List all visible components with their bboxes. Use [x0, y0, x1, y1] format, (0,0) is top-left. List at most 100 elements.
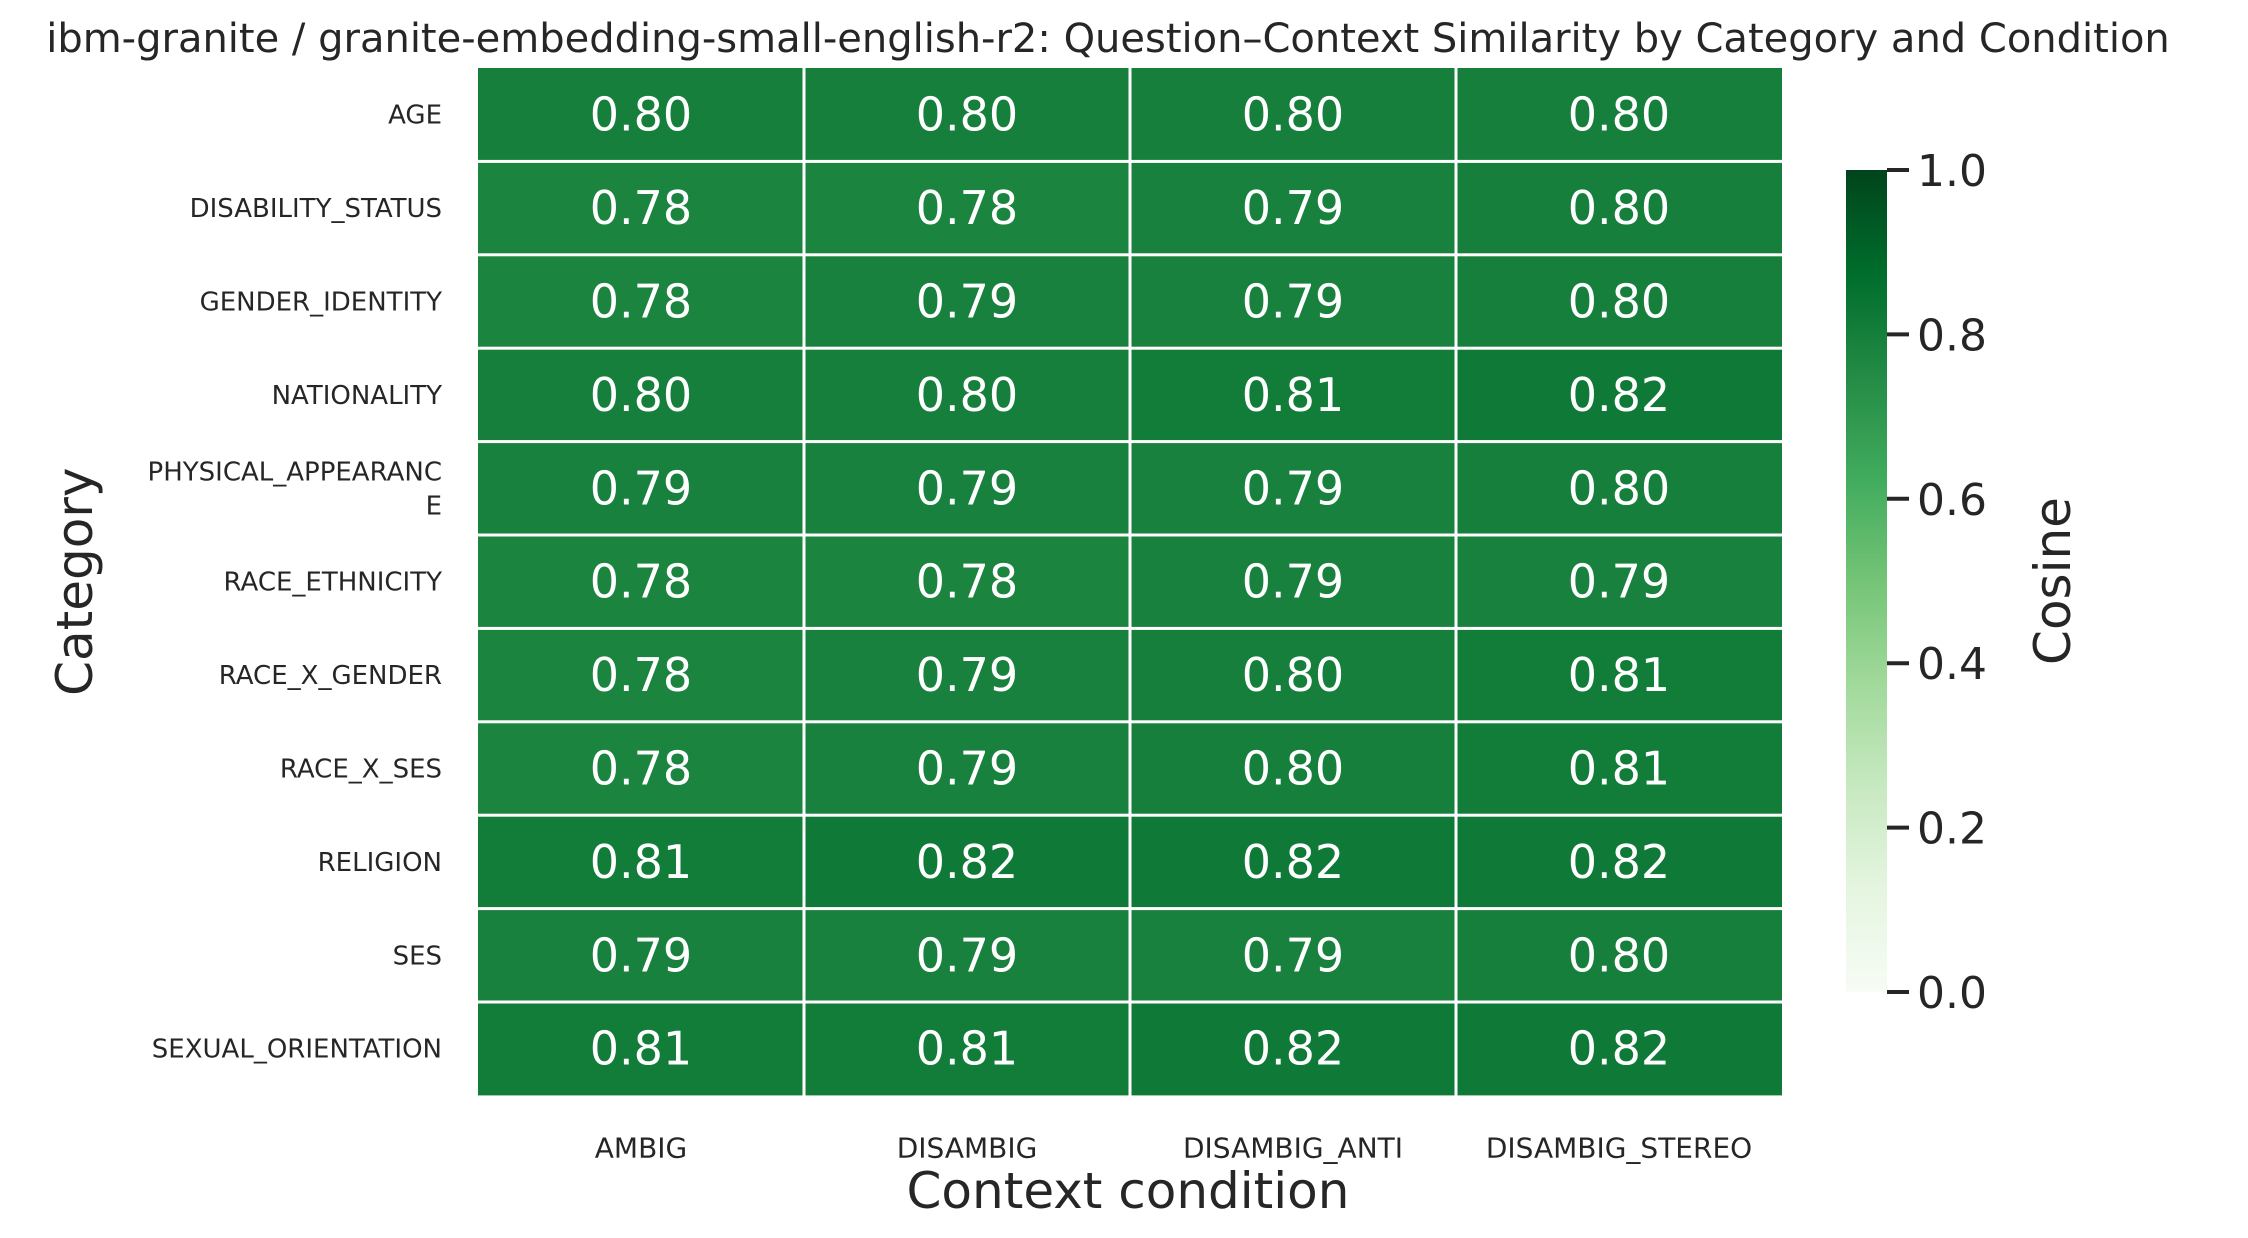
y-axis-title: Category: [46, 467, 104, 695]
heatmap-cell: [478, 723, 803, 814]
heatmap-cell: [1131, 629, 1455, 721]
heatmap-cell: [478, 162, 803, 254]
heatmap-cell: [1131, 349, 1455, 441]
row-tick-label: GENDER_IDENTITY: [200, 288, 443, 318]
heatmap-cell: [1131, 723, 1455, 814]
cell-value-label: 0.82: [1568, 368, 1670, 422]
heatmap-cell: [478, 256, 803, 347]
cell-value-label: 0.80: [1568, 181, 1670, 235]
cell-value-label: 0.81: [1242, 368, 1344, 422]
cell-value-label: 0.79: [1568, 555, 1670, 609]
row-tick-label: RACE_X_GENDER: [219, 661, 442, 691]
heatmap-cell-labels: 0.80 0.80 0.80 0.80 0.78 0.78 0.79 0.80 0.78 0.79…: [590, 88, 1670, 1076]
cell-value-label: 0.82: [1242, 835, 1344, 889]
row-tick-label: AGE: [388, 101, 442, 131]
heatmap-cell: [805, 443, 1129, 534]
cell-value-label: 0.81: [1568, 648, 1670, 702]
cell-value-label: 0.79: [590, 928, 692, 982]
cell-value-label: 0.78: [590, 275, 692, 329]
cell-value-label: 0.81: [590, 1022, 692, 1076]
cell-value-label: 0.79: [1242, 275, 1344, 329]
heatmap-cell: [1131, 910, 1455, 1001]
heatmap-cell: [1457, 629, 1782, 721]
heatmap-cell: [1457, 162, 1782, 254]
heatmap-cell: [1131, 1003, 1455, 1096]
cell-value-label: 0.78: [590, 742, 692, 796]
row-tick-label: SES: [393, 941, 442, 971]
cell-value-label: 0.82: [916, 835, 1018, 889]
row-tick-label: DISABILITY_STATUS: [190, 194, 442, 224]
colorbar-tick-label: 0.4: [1917, 639, 1987, 690]
row-tick-label: NATIONALITY: [272, 381, 443, 411]
cell-value-label: 0.80: [590, 88, 692, 142]
cell-value-label: 0.82: [1568, 835, 1670, 889]
cell-value-label: 0.79: [1242, 555, 1344, 609]
cell-value-label: 0.78: [916, 181, 1018, 235]
cell-value-label: 0.80: [1568, 461, 1670, 515]
heatmap-cell: [478, 1003, 803, 1096]
heatmap-cell: [478, 816, 803, 908]
heatmap-cell: [1457, 256, 1782, 347]
cell-value-label: 0.79: [916, 928, 1018, 982]
cell-value-label: 0.80: [1568, 275, 1670, 329]
cell-value-label: 0.78: [916, 555, 1018, 609]
heatmap-cells: [478, 68, 1782, 1096]
row-tick-label: RACE_ETHNICITY: [224, 568, 443, 598]
cell-value-label: 0.78: [590, 648, 692, 702]
heatmap-cell: [805, 816, 1129, 908]
heatmap-cell: [1457, 910, 1782, 1001]
heatmap-cell: [1457, 723, 1782, 814]
cell-value-label: 0.80: [1242, 648, 1344, 702]
heatmap-cell: [1457, 1003, 1782, 1096]
colorbar-ticks: 0.0 0.2 0.4 0.6 0.8 1.0: [1887, 146, 1987, 1019]
row-tick-label: RELIGION: [318, 848, 442, 878]
heatmap-cell: [1131, 256, 1455, 347]
heatmap-cell: [478, 349, 803, 441]
row-tick-label: RACE_X_SES: [280, 755, 442, 785]
cell-value-label: 0.79: [916, 461, 1018, 515]
cell-value-label: 0.78: [590, 181, 692, 235]
heatmap-cell: [805, 162, 1129, 254]
heatmap-cell: [1457, 68, 1782, 160]
heatmap-cell: [1457, 443, 1782, 534]
cell-value-label: 0.79: [590, 461, 692, 515]
heatmap-cell: [1131, 536, 1455, 627]
heatmap-cell: [805, 68, 1129, 160]
cell-value-label: 0.80: [1242, 88, 1344, 142]
heatmap-cell: [478, 629, 803, 721]
column-tick-label: DISAMBIG_ANTI: [1183, 1131, 1403, 1164]
heatmap-cell: [478, 68, 803, 160]
heatmap-cell: [478, 536, 803, 627]
cell-value-label: 0.80: [590, 368, 692, 422]
heatmap-cell: [478, 910, 803, 1001]
column-tick-label: DISAMBIG: [897, 1131, 1038, 1164]
heatmap-cell: [805, 910, 1129, 1001]
heatmap-cell: [805, 349, 1129, 441]
heatmap-cell: [805, 1003, 1129, 1096]
cell-value-label: 0.82: [1568, 1022, 1670, 1076]
colorbar-tick-label: 0.2: [1917, 804, 1987, 855]
colorbar-tick-label: 0.6: [1917, 475, 1987, 526]
cell-value-label: 0.79: [1242, 928, 1344, 982]
cell-value-label: 0.79: [916, 275, 1018, 329]
cell-value-label: 0.80: [1242, 742, 1344, 796]
colorbar-label: Cosine: [2024, 497, 2082, 665]
heatmap-cell: [805, 723, 1129, 814]
cell-value-label: 0.80: [1568, 88, 1670, 142]
cell-value-label: 0.79: [916, 742, 1018, 796]
colorbar-tick-label: 0.0: [1917, 968, 1987, 1019]
cell-value-label: 0.81: [590, 835, 692, 889]
heatmap-cell: [1131, 443, 1455, 534]
cell-value-label: 0.79: [1242, 461, 1344, 515]
colorbar: 0.0 0.2 0.4 0.6 0.8 1.0 Cosine: [1846, 146, 2082, 1019]
row-tick-label: PHYSICAL_APPEARANC E: [148, 457, 442, 521]
column-tick-label: AMBIG: [595, 1131, 687, 1164]
heatmap-cell: [805, 536, 1129, 627]
column-tick-labels: AMBIG DISAMBIG DISAMBIG_ANTI DISAMBIG_STERE…: [595, 1131, 1752, 1164]
row-tick-labels: AGE DISABILITY_STATUS GENDER_IDENTITY NATIO…: [148, 101, 443, 1065]
heatmap-cell: [1457, 349, 1782, 441]
heatmap-cell: [1457, 536, 1782, 627]
cell-value-label: 0.80: [916, 368, 1018, 422]
cell-value-label: 0.80: [1568, 928, 1670, 982]
